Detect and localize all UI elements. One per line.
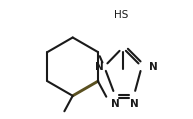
Text: N: N — [149, 62, 158, 72]
Text: HS: HS — [114, 10, 129, 20]
Text: N: N — [111, 99, 119, 109]
Text: N: N — [95, 62, 104, 72]
Text: N: N — [130, 99, 139, 109]
